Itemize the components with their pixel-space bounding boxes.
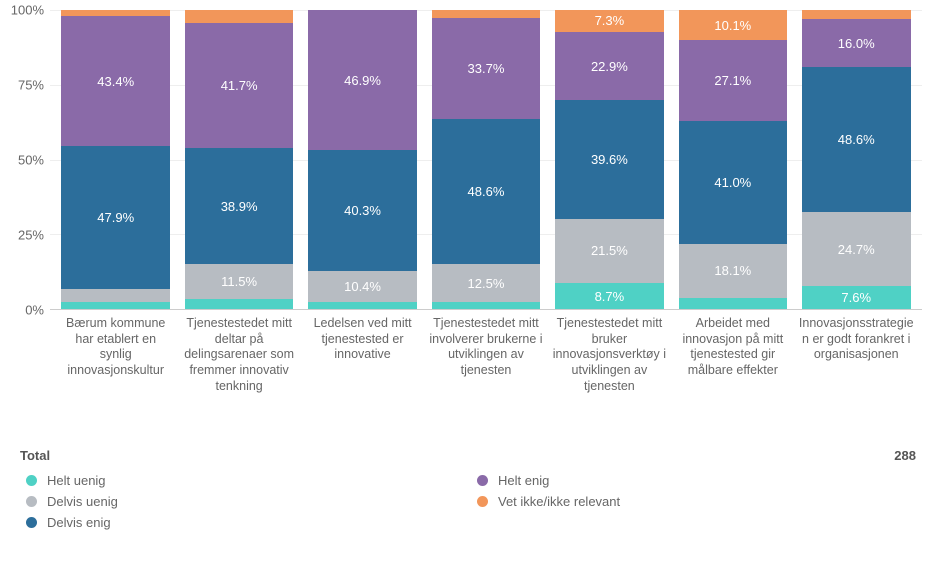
legend-label: Delvis uenig	[47, 494, 118, 509]
legend: Helt uenig Delvis uenig Delvis enig Helt e…	[20, 473, 922, 530]
chart-area: 0%25%50%75%100% 47.9%43.4%11.5%38.9%41.7…	[0, 0, 942, 430]
legend-label: Helt uenig	[47, 473, 106, 488]
legend-swatch	[26, 475, 37, 486]
bar-segment-vet_ikke: 10.1%	[679, 10, 788, 40]
bar-column: 7.6%24.7%48.6%16.0%	[795, 10, 918, 309]
x-axis-label: Tjenestestedet mitt deltar på delingsare…	[177, 316, 300, 394]
x-axis-label: Arbeidet med innovasjon på mitt tjeneste…	[671, 316, 794, 394]
bar-column: 18.1%41.0%27.1%10.1%	[671, 10, 794, 309]
total-value: 288	[894, 448, 916, 463]
bar-segment-helt_uenig: 7.6%	[802, 286, 911, 309]
bar-segment-helt_uenig	[308, 302, 417, 309]
bars-container: 47.9%43.4%11.5%38.9%41.7%10.4%40.3%46.9%…	[50, 10, 922, 309]
stacked-bar: 10.4%40.3%46.9%	[308, 10, 417, 309]
bar-segment-helt_enig: 27.1%	[679, 40, 788, 121]
bar-column: 8.7%21.5%39.6%22.9%7.3%	[548, 10, 671, 309]
x-axis-labels: Bærum kommune har etablert en synlig inn…	[50, 310, 922, 394]
bar-segment-helt_enig: 22.9%	[555, 32, 664, 100]
x-axis-label: Innovasjonsstrategien er godt forankret …	[795, 316, 918, 394]
bar-segment-delvis_uenig: 21.5%	[555, 219, 664, 283]
bar-segment-delvis_uenig: 12.5%	[432, 264, 541, 301]
legend-col-left: Helt uenig Delvis uenig Delvis enig	[20, 473, 471, 530]
stacked-bar: 47.9%43.4%	[61, 10, 170, 309]
legend-swatch	[477, 475, 488, 486]
bar-column: 47.9%43.4%	[54, 10, 177, 309]
bar-segment-delvis_uenig: 10.4%	[308, 271, 417, 302]
legend-label: Helt enig	[498, 473, 549, 488]
bar-segment-helt_enig: 43.4%	[61, 16, 170, 146]
plot: 47.9%43.4%11.5%38.9%41.7%10.4%40.3%46.9%…	[50, 10, 922, 310]
bar-segment-helt_uenig: 8.7%	[555, 283, 664, 309]
bar-segment-vet_ikke: 7.3%	[555, 10, 664, 32]
x-axis-label: Tjenestestedet mitt involverer brukerne …	[424, 316, 547, 394]
bar-column: 10.4%40.3%46.9%	[301, 10, 424, 309]
bar-segment-delvis_uenig: 24.7%	[802, 212, 911, 286]
legend-item-delvis_uenig: Delvis uenig	[26, 494, 471, 509]
bar-segment-helt_uenig	[679, 298, 788, 309]
total-label: Total	[20, 448, 50, 463]
bar-column: 11.5%38.9%41.7%	[177, 10, 300, 309]
bar-segment-helt_uenig	[432, 302, 541, 309]
bar-segment-delvis_enig: 48.6%	[802, 67, 911, 212]
legend-swatch	[26, 496, 37, 507]
bar-segment-helt_uenig	[61, 302, 170, 309]
bar-segment-delvis_enig: 48.6%	[432, 119, 541, 264]
legend-item-delvis_enig: Delvis enig	[26, 515, 471, 530]
y-tick-label: 25%	[18, 228, 44, 243]
bar-segment-vet_ikke	[185, 10, 294, 23]
bar-segment-helt_enig: 46.9%	[308, 10, 417, 150]
bar-segment-helt_enig: 16.0%	[802, 19, 911, 67]
bar-segment-delvis_enig: 39.6%	[555, 100, 664, 218]
stacked-bar: 18.1%41.0%27.1%10.1%	[679, 10, 788, 309]
y-tick-label: 50%	[18, 153, 44, 168]
bar-segment-delvis_uenig: 11.5%	[185, 264, 294, 298]
stacked-bar: 12.5%48.6%33.7%	[432, 10, 541, 309]
y-tick-label: 0%	[25, 303, 44, 318]
bar-segment-delvis_enig: 47.9%	[61, 146, 170, 289]
stacked-bar: 7.6%24.7%48.6%16.0%	[802, 10, 911, 309]
x-axis-label: Bærum kommune har etablert en synlig inn…	[54, 316, 177, 394]
legend-item-helt_uenig: Helt uenig	[26, 473, 471, 488]
y-axis: 0%25%50%75%100%	[0, 10, 50, 310]
x-axis-label: Ledelsen ved mitt tjenestested er innova…	[301, 316, 424, 394]
legend-item-vet_ikke: Vet ikke/ikke relevant	[477, 494, 922, 509]
y-tick-label: 75%	[18, 78, 44, 93]
legend-swatch	[477, 496, 488, 507]
bar-segment-delvis_uenig: 18.1%	[679, 244, 788, 298]
stacked-bar: 8.7%21.5%39.6%22.9%7.3%	[555, 10, 664, 309]
legend-label: Delvis enig	[47, 515, 111, 530]
legend-label: Vet ikke/ikke relevant	[498, 494, 620, 509]
legend-item-helt_enig: Helt enig	[477, 473, 922, 488]
bar-segment-helt_uenig	[185, 299, 294, 309]
x-axis-label: Tjenestestedet mitt bruker innovasjonsve…	[548, 316, 671, 394]
total-row: Total 288	[20, 448, 922, 463]
stacked-bar: 11.5%38.9%41.7%	[185, 10, 294, 309]
bar-segment-delvis_uenig	[61, 289, 170, 302]
bar-segment-delvis_enig: 38.9%	[185, 148, 294, 264]
bar-column: 12.5%48.6%33.7%	[424, 10, 547, 309]
footer: Total 288 Helt uenig Delvis uenig Delvis e…	[0, 430, 942, 530]
legend-swatch	[26, 517, 37, 528]
bar-segment-delvis_enig: 41.0%	[679, 121, 788, 244]
bar-segment-helt_enig: 33.7%	[432, 18, 541, 119]
bar-segment-vet_ikke	[802, 10, 911, 19]
bar-segment-helt_enig: 41.7%	[185, 23, 294, 148]
bar-segment-vet_ikke	[432, 10, 541, 18]
y-tick-label: 100%	[11, 3, 44, 18]
bar-segment-delvis_enig: 40.3%	[308, 150, 417, 270]
legend-col-right: Helt enig Vet ikke/ikke relevant	[471, 473, 922, 530]
